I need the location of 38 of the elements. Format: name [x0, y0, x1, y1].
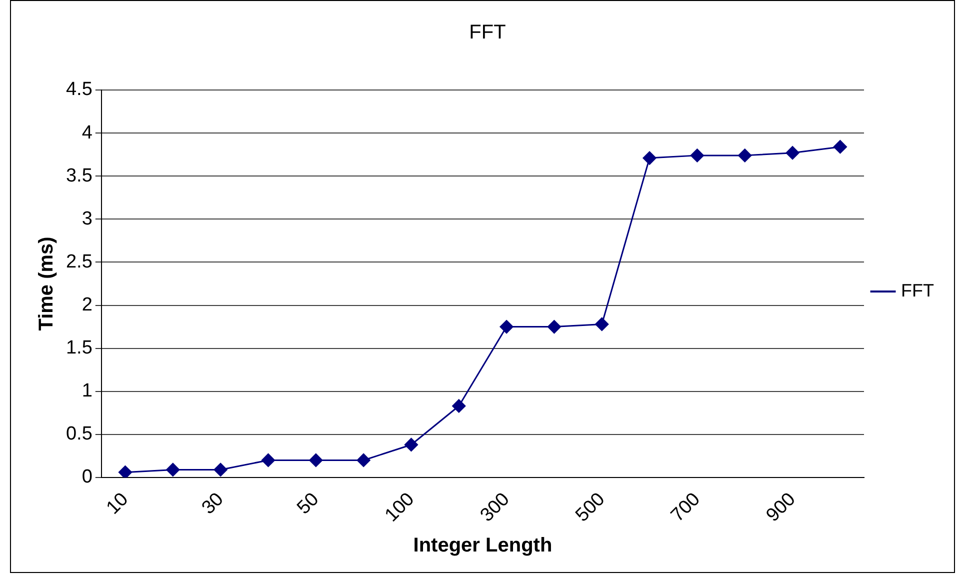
y-tick-label: 2.5: [66, 251, 92, 272]
y-tick-label: 4.5: [66, 79, 92, 100]
y-tick-label: 0.5: [66, 424, 92, 445]
point: [356, 453, 370, 467]
point: [309, 453, 323, 467]
point: [166, 462, 180, 476]
x-tick-label: 50: [293, 488, 324, 519]
point: [642, 151, 656, 165]
y-tick-label: 1.5: [66, 338, 92, 359]
x-tick-label: 10: [102, 488, 132, 519]
x-tick-label: 700: [667, 488, 704, 526]
y-axis-title: Time (ms): [36, 236, 58, 331]
y-tick-label: 2: [82, 294, 92, 316]
x-tick-label: 500: [572, 488, 610, 526]
y-tick-label: 1: [82, 380, 92, 402]
chart-title: FFT: [469, 22, 506, 44]
x-tick-label: 900: [762, 488, 800, 526]
point: [214, 462, 228, 476]
point: [690, 148, 704, 162]
point: [595, 317, 609, 331]
y-tick-label: 0: [82, 466, 92, 488]
point: [547, 320, 561, 334]
point: [500, 320, 514, 334]
x-tick-label: 300: [476, 488, 514, 526]
y-tick-label: 3.5: [66, 165, 92, 186]
point: [452, 399, 466, 413]
x-tick-label: 100: [381, 488, 418, 526]
point: [261, 453, 275, 467]
x-tick-label: 30: [198, 488, 228, 519]
point: [738, 148, 752, 162]
point: [118, 466, 132, 478]
x-axis-title: Integer Length: [413, 534, 552, 557]
y-tick-label: 4: [82, 122, 93, 144]
point: [833, 140, 847, 154]
y-tick-label: 3: [82, 208, 92, 230]
point: [404, 438, 418, 452]
point: [786, 146, 800, 160]
legend-label: FFT: [901, 280, 934, 300]
